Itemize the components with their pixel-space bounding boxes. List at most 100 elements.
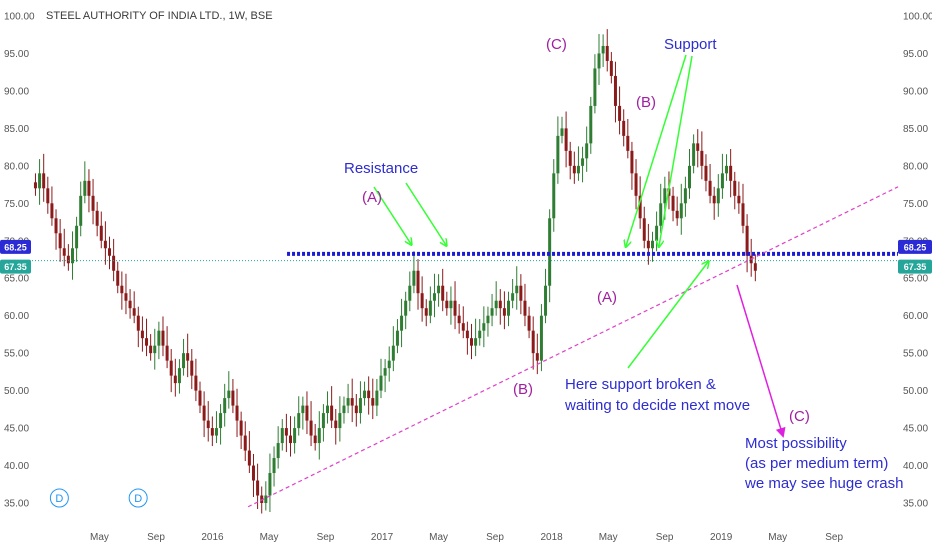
candle-body [449, 300, 453, 309]
candle-body [251, 465, 255, 481]
y-tick-label-right: 60.00 [903, 311, 928, 322]
candle-body [313, 435, 317, 444]
candle-body [116, 270, 120, 286]
annotation-support-broken-1: Here support broken & [565, 376, 716, 393]
x-tick-label: Sep [656, 532, 674, 543]
candle-body [535, 353, 539, 361]
candle-body [445, 300, 449, 309]
candle-body [165, 345, 169, 361]
candle-body [289, 435, 293, 444]
arrows [373, 54, 786, 438]
candle-body [745, 225, 749, 256]
candle-body [572, 165, 576, 174]
candle-body [650, 240, 654, 249]
candle-body [618, 105, 622, 121]
candle-body [692, 143, 696, 166]
candle-body [83, 180, 87, 196]
candle-body [474, 338, 478, 346]
price-badge-left [0, 239, 31, 254]
annotation-support: Support [664, 36, 717, 53]
candle-body [293, 428, 297, 444]
annotation-most-possibility-2: (as per medium term) [745, 455, 888, 472]
candle-body [589, 105, 593, 144]
annotations: Resistance (A) (C) Support (B) (A) (B) H… [344, 36, 903, 492]
candle-body [140, 330, 144, 339]
annotation-support-broken-2: waiting to decide next move [564, 397, 750, 414]
annotation-a-2: (A) [597, 289, 617, 306]
candle-body [404, 300, 408, 316]
candle-body [190, 360, 194, 376]
candle-body [198, 390, 202, 406]
candle-body [400, 315, 404, 331]
y-tick-label-right: 85.00 [903, 124, 928, 135]
candle-body [708, 180, 712, 196]
candle-body [157, 330, 161, 346]
x-tick-label: Sep [317, 532, 335, 543]
candle-body [214, 428, 218, 436]
candle-body [177, 368, 181, 384]
dividend-circle [49, 488, 69, 508]
candle-body [609, 60, 613, 76]
candle-body [720, 173, 724, 189]
candle-body [568, 150, 572, 166]
candle-body [638, 195, 642, 219]
candle-body [145, 338, 149, 346]
x-tick-label: May [599, 532, 618, 543]
arrow-support-1 [626, 54, 687, 246]
y-tick-label-right: 80.00 [903, 161, 928, 172]
annotation-most-possibility-3: we may see huge crash [744, 475, 903, 492]
candle-body [671, 195, 675, 211]
candle-body [321, 413, 325, 429]
candle-body [408, 285, 412, 301]
x-tick-label: May [90, 532, 109, 543]
y-tick-label-right: 50.00 [903, 386, 928, 397]
reference-lines [32, 186, 899, 508]
candle-body [383, 368, 387, 376]
price-badge-right [898, 239, 932, 254]
x-tick-label: Sep [825, 532, 843, 543]
candle-body [330, 405, 334, 421]
annotation-b-top: (B) [636, 94, 656, 111]
candle-body [301, 405, 305, 414]
candle-body [317, 428, 321, 444]
x-tick-label: May [768, 532, 787, 543]
candle-body [424, 308, 428, 316]
y-tick-label-left: 55.00 [4, 349, 29, 360]
candle-body [169, 360, 173, 376]
candle-body [346, 398, 350, 406]
arrow-crash [736, 284, 786, 438]
x-tick-label: 2018 [540, 532, 563, 543]
candle-body [416, 270, 420, 294]
candle-body [350, 398, 354, 406]
y-tick-label-left: 65.00 [4, 274, 29, 285]
candle-body [696, 143, 700, 151]
price-badge-label: 67.35 [904, 262, 927, 272]
candle-body [194, 375, 198, 391]
candle-body [256, 480, 260, 496]
candle-body [733, 180, 737, 196]
candle-body [391, 345, 395, 361]
candle-body [91, 195, 95, 211]
candle-body [683, 188, 687, 204]
candle-body [428, 300, 432, 316]
annotation-most-possibility-1: Most possibility [745, 435, 847, 452]
candle-body [231, 390, 235, 406]
candle-body [272, 458, 276, 474]
candle-body [363, 390, 367, 399]
candle-body [482, 323, 486, 331]
candle-body [700, 150, 704, 166]
y-tick-label-left: 35.00 [4, 499, 29, 510]
price-badges: 68.25 68.25 67.35 67.35 [0, 239, 932, 274]
candle-body [243, 435, 247, 451]
trendline [247, 186, 899, 508]
candle-body [737, 195, 741, 204]
candle-body [79, 195, 83, 226]
candle-body [531, 330, 535, 354]
y-tick-label-right: 65.00 [903, 274, 928, 285]
candle-body [33, 182, 37, 189]
x-tick-label: 2019 [710, 532, 733, 543]
candle-body [149, 345, 153, 354]
candle-body [556, 135, 560, 174]
